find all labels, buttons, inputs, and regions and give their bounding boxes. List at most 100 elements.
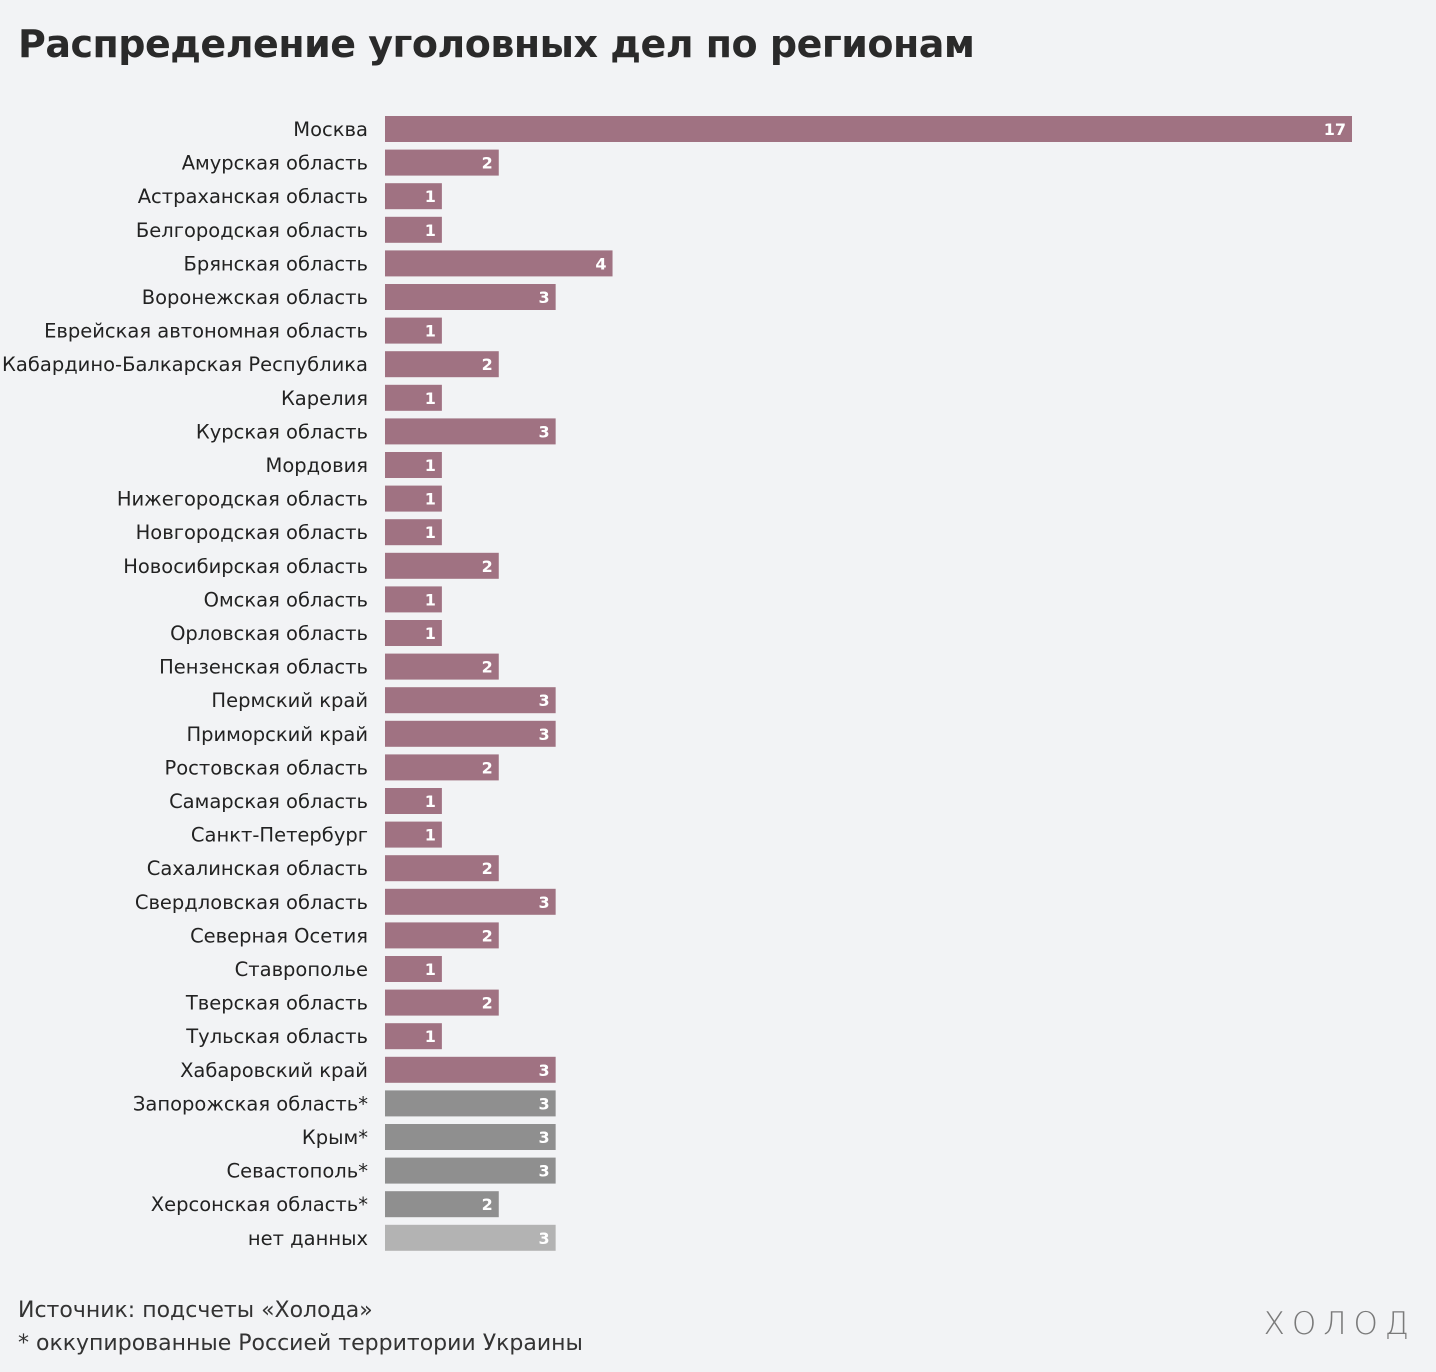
bar — [385, 284, 556, 310]
bar — [385, 754, 499, 781]
value-label: 3 — [539, 288, 550, 307]
value-label: 3 — [539, 422, 550, 441]
category-label: Омская область — [204, 588, 368, 611]
bar — [385, 687, 556, 714]
value-label: 3 — [539, 1162, 550, 1181]
bar — [385, 1224, 556, 1251]
bar — [385, 1157, 556, 1184]
value-label: 2 — [482, 758, 493, 777]
category-label: Северная Осетия — [190, 924, 368, 947]
value-label: 3 — [539, 893, 550, 912]
bar — [385, 653, 499, 680]
value-label: 2 — [482, 154, 493, 173]
value-label: 1 — [425, 523, 436, 542]
category-label: Ростовская область — [164, 756, 368, 779]
category-label: Мордовия — [266, 454, 368, 477]
value-label: 3 — [539, 1061, 550, 1080]
category-label: Ставрополье — [235, 958, 368, 981]
bar — [385, 1191, 499, 1218]
bar — [385, 720, 556, 747]
category-label: Санкт-Петербург — [191, 824, 368, 847]
category-label: Пермский край — [211, 689, 368, 712]
bar — [385, 552, 499, 579]
bar — [385, 183, 442, 210]
category-label: Севастополь* — [227, 1160, 369, 1183]
category-label: Нижегородская область — [117, 488, 368, 511]
bar — [385, 485, 442, 512]
value-label: 3 — [539, 691, 550, 710]
value-label: 1 — [425, 389, 436, 408]
bar — [385, 989, 499, 1016]
category-label: Белгородская область — [136, 219, 368, 242]
category-label: Амурская область — [182, 152, 368, 175]
value-label: 3 — [539, 1094, 550, 1113]
category-label: Москва — [293, 118, 368, 141]
category-label: Запорожская область* — [133, 1092, 368, 1115]
bar — [385, 452, 442, 478]
bar — [385, 1090, 556, 1117]
category-label: Пензенская область — [159, 656, 368, 679]
bar — [385, 149, 499, 176]
bar — [385, 216, 442, 243]
bar — [385, 922, 499, 949]
bar — [385, 1124, 556, 1150]
category-label: нет данных — [248, 1227, 368, 1250]
bar — [385, 384, 442, 411]
category-label: Хабаровский край — [180, 1059, 368, 1082]
bar — [385, 351, 499, 378]
category-label: Новгородская область — [136, 521, 368, 544]
bar — [385, 1023, 442, 1050]
value-label: 2 — [482, 994, 493, 1013]
bar — [385, 519, 442, 546]
category-label: Воронежская область — [142, 286, 368, 309]
category-label: Новосибирская область — [123, 555, 368, 578]
category-label: Свердловская область — [135, 891, 368, 914]
value-label: 2 — [482, 557, 493, 576]
category-label: Тверская область — [185, 992, 368, 1015]
category-label: Кабардино-Балкарская Республика — [2, 353, 368, 376]
bar — [385, 250, 613, 277]
bar — [385, 620, 442, 646]
category-label: Тульская область — [185, 1025, 368, 1048]
bar — [385, 821, 442, 848]
bar — [385, 1056, 556, 1083]
category-label: Крым* — [302, 1126, 368, 1149]
bar — [385, 116, 1352, 142]
value-label: 1 — [425, 456, 436, 475]
category-label: Самарская область — [169, 790, 368, 813]
value-label: 2 — [482, 859, 493, 878]
chart-title: Распределение уголовных дел по регионам — [18, 22, 975, 66]
bar — [385, 855, 499, 882]
category-label: Еврейская автономная область — [44, 320, 368, 343]
source-note: Источник: подсчеты «Холода» — [18, 1298, 373, 1323]
value-label: 1 — [425, 590, 436, 609]
value-label: 1 — [425, 490, 436, 509]
category-label: Херсонская область* — [151, 1193, 368, 1216]
bar — [385, 788, 442, 814]
value-label: 17 — [1324, 120, 1346, 139]
value-label: 3 — [539, 1128, 550, 1147]
value-label: 3 — [539, 1229, 550, 1248]
category-label: Карелия — [281, 387, 368, 410]
bar — [385, 418, 556, 445]
category-label: Астраханская область — [138, 185, 368, 208]
value-label: 1 — [425, 1027, 436, 1046]
value-label: 4 — [595, 254, 606, 273]
category-label: Орловская область — [170, 622, 368, 645]
footnote: * оккупированные Россией территории Укра… — [18, 1331, 583, 1356]
bar-chart: Москва 17 Амурская область 2 Астраханская об… — [2, 116, 1352, 1251]
category-label: Сахалинская область — [147, 857, 368, 880]
value-label: 1 — [425, 221, 436, 240]
value-label: 1 — [425, 322, 436, 341]
brand-logo: ХОЛОД — [1263, 1306, 1416, 1342]
value-label: 2 — [482, 926, 493, 945]
value-label: 2 — [482, 355, 493, 374]
value-label: 3 — [539, 725, 550, 744]
bar — [385, 888, 556, 915]
value-label: 2 — [482, 658, 493, 677]
bar — [385, 586, 442, 613]
value-label: 1 — [425, 960, 436, 979]
category-label: Курская область — [196, 420, 368, 443]
value-label: 1 — [425, 624, 436, 643]
value-label: 1 — [425, 187, 436, 206]
